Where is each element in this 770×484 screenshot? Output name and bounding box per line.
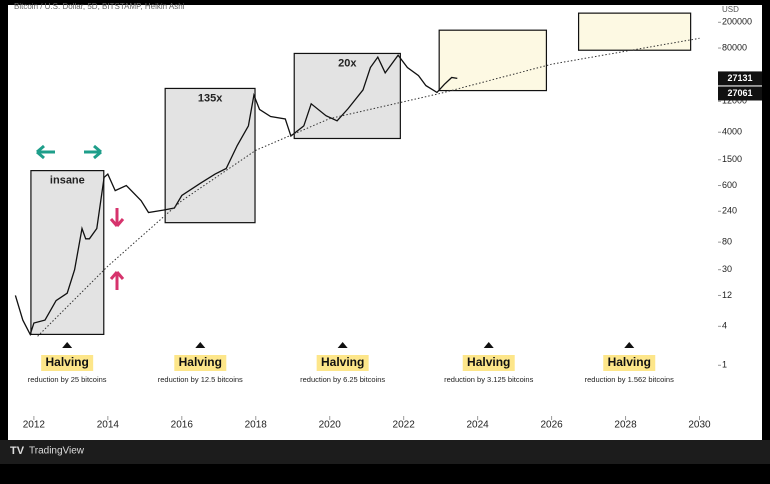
- halving-note: reduction by 1.562 bitcoins: [585, 375, 674, 384]
- price-label-bg: [718, 86, 762, 101]
- price-label-bg: [718, 71, 762, 86]
- region-box: [164, 87, 256, 224]
- region-label: 135x: [198, 92, 223, 104]
- halving-label: Halving: [179, 355, 222, 369]
- arrow-down: [109, 208, 125, 227]
- arrow-up: [109, 271, 125, 290]
- region-label: 20x: [338, 57, 357, 69]
- halving-marker: [62, 342, 73, 348]
- y-tick-label: 1: [722, 360, 727, 370]
- arrow-right: [84, 144, 102, 160]
- halving-label: Halving: [321, 355, 364, 369]
- x-tick-label: 2018: [245, 420, 268, 431]
- y-tick-label: 30: [722, 264, 732, 274]
- x-tick-label: 2028: [614, 420, 637, 431]
- region-box: [438, 29, 548, 92]
- price-label: 27061: [727, 88, 752, 98]
- y-tick-label: 12000: [722, 96, 747, 106]
- y-tick-label: 80000: [722, 42, 747, 52]
- halving-note: reduction by 25 bitcoins: [28, 375, 107, 384]
- brand-logo: TV: [10, 445, 25, 457]
- x-tick-label: 2022: [393, 420, 416, 431]
- halving-label-bg: [316, 355, 369, 371]
- y-tick-label: 4: [722, 321, 727, 331]
- x-tick-label: 2026: [540, 420, 563, 431]
- price-line: [14, 54, 458, 337]
- region-box: [30, 170, 105, 336]
- y-tick-label: 12: [722, 290, 732, 300]
- y-tick-label: 200000: [722, 17, 752, 27]
- x-tick-label: 2020: [319, 420, 342, 431]
- price-label: 27131: [727, 73, 752, 83]
- halving-label-bg: [41, 355, 94, 371]
- halving-label-bg: [174, 355, 227, 371]
- x-tick-label: 2012: [23, 420, 46, 431]
- y-axis-label: USD: [722, 5, 739, 14]
- region-box: [577, 12, 692, 51]
- halving-marker: [624, 342, 635, 348]
- brand: TradingView: [29, 446, 85, 457]
- halving-label: Halving: [467, 355, 510, 369]
- halving-label: Halving: [608, 355, 651, 369]
- y-tick-label: 4000: [722, 127, 742, 137]
- y-tick-label: 80: [722, 237, 732, 247]
- plot: insane 135x 20x 2012 2014 2016 2018 2020 2022 202…: [14, 12, 762, 431]
- halving-note: reduction by 3.125 bitcoins: [444, 375, 533, 384]
- halving-label: Halving: [45, 355, 88, 369]
- x-tick-label: 2030: [688, 420, 711, 431]
- x-tick-label: 2016: [171, 420, 194, 431]
- y-tick-label: 600: [722, 180, 737, 190]
- y-tick-label: 240: [722, 206, 737, 216]
- halving-label-bg: [603, 355, 656, 371]
- footer-bar: [0, 440, 770, 464]
- halving-marker: [195, 342, 206, 348]
- trend-line: [37, 37, 700, 337]
- halving-label-bg: [462, 355, 515, 371]
- x-tick-label: 2014: [97, 420, 120, 431]
- annotation-arrows: [36, 144, 125, 290]
- chart-title: Bitcoin / U.S. Dollar, 5D, BITSTAMP, Hei…: [14, 2, 185, 11]
- halving-note: reduction by 6.25 bitcoins: [300, 375, 385, 384]
- region-label: insane: [50, 175, 85, 187]
- x-tick-label: 2024: [467, 420, 490, 431]
- arrow-left: [36, 144, 55, 160]
- halving-marker: [337, 342, 348, 348]
- halving-note: reduction by 12.5 bitcoins: [158, 375, 243, 384]
- y-tick-label: 1500: [722, 154, 742, 164]
- halving-marker: [483, 342, 494, 348]
